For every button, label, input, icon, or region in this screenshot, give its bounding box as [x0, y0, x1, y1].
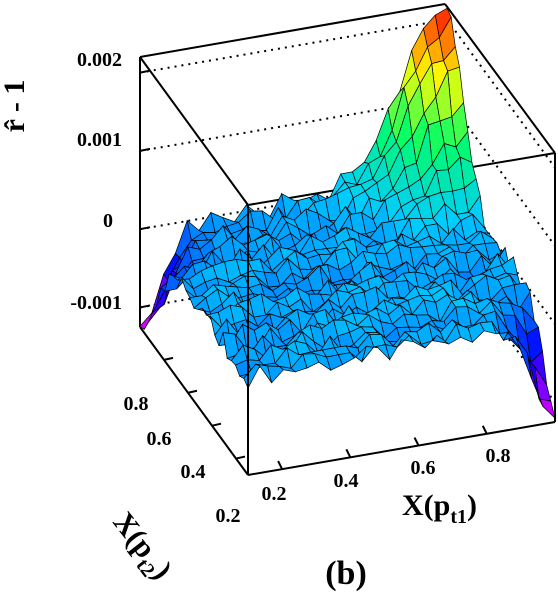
x-tick-label: 0.8	[486, 445, 511, 467]
box-edge	[139, 326, 249, 476]
z-tick-mark	[139, 69, 151, 74]
x-axis-title-main: X(p	[402, 489, 450, 522]
z-tick-mark	[139, 304, 151, 309]
tick-marks	[139, 69, 488, 470]
y-tick-mark	[211, 422, 222, 427]
y-tick-labels: 0.2 0.4 0.6 0.8	[124, 393, 241, 527]
x-tick-label: 0.2	[262, 483, 287, 505]
y-tick-mark	[163, 356, 174, 361]
x-tick-mark	[345, 448, 352, 458]
z-gridline	[446, 175, 556, 325]
z-tick-label: -0.001	[70, 292, 122, 314]
x-tick-mark	[481, 425, 488, 435]
z-axis-title: r̂ - 1	[0, 80, 31, 133]
y-tick-mark	[187, 389, 198, 394]
y-tick-label: 0.8	[124, 393, 149, 415]
box-edge	[139, 3, 446, 58]
surface-mesh	[139, 7, 556, 420]
y-axis-title: X(pt2)	[102, 506, 179, 589]
z-tick-mark	[139, 147, 151, 152]
z-gridline	[139, 18, 448, 74]
x-tick-mark	[413, 437, 420, 447]
z-gridline	[446, 97, 556, 247]
y-tick-mark	[235, 455, 246, 460]
panel-label: (b)	[325, 555, 367, 592]
z-tick-mark	[139, 226, 151, 231]
x-tick-labels: 0.2 0.4 0.6 0.8	[262, 445, 511, 505]
z-tick-labels: 0.002 0.001 0 -0.001	[70, 49, 122, 314]
x-tick-label: 0.6	[411, 457, 436, 479]
box-edge	[139, 56, 249, 206]
x-axis-title-close: )	[467, 489, 477, 522]
z-tick-label: 0	[103, 210, 113, 232]
z-gridline	[446, 19, 556, 169]
x-axis-title: X(pt1)	[402, 489, 477, 528]
x-axis-title-sub: t1	[450, 506, 467, 528]
x-tick-mark	[277, 460, 284, 470]
z-tick-label: 0.001	[77, 129, 122, 151]
y-tick-label: 0.2	[216, 505, 241, 527]
box-edge	[247, 421, 556, 476]
y-axis-title-main: X(p	[106, 506, 162, 564]
box-edge	[444, 3, 556, 154]
y-tick-label: 0.6	[147, 428, 172, 450]
z-tick-label: 0.002	[77, 49, 122, 71]
box-front-edges	[139, 153, 556, 476]
x-tick-label: 0.4	[334, 470, 359, 492]
y-tick-label: 0.4	[181, 461, 206, 483]
